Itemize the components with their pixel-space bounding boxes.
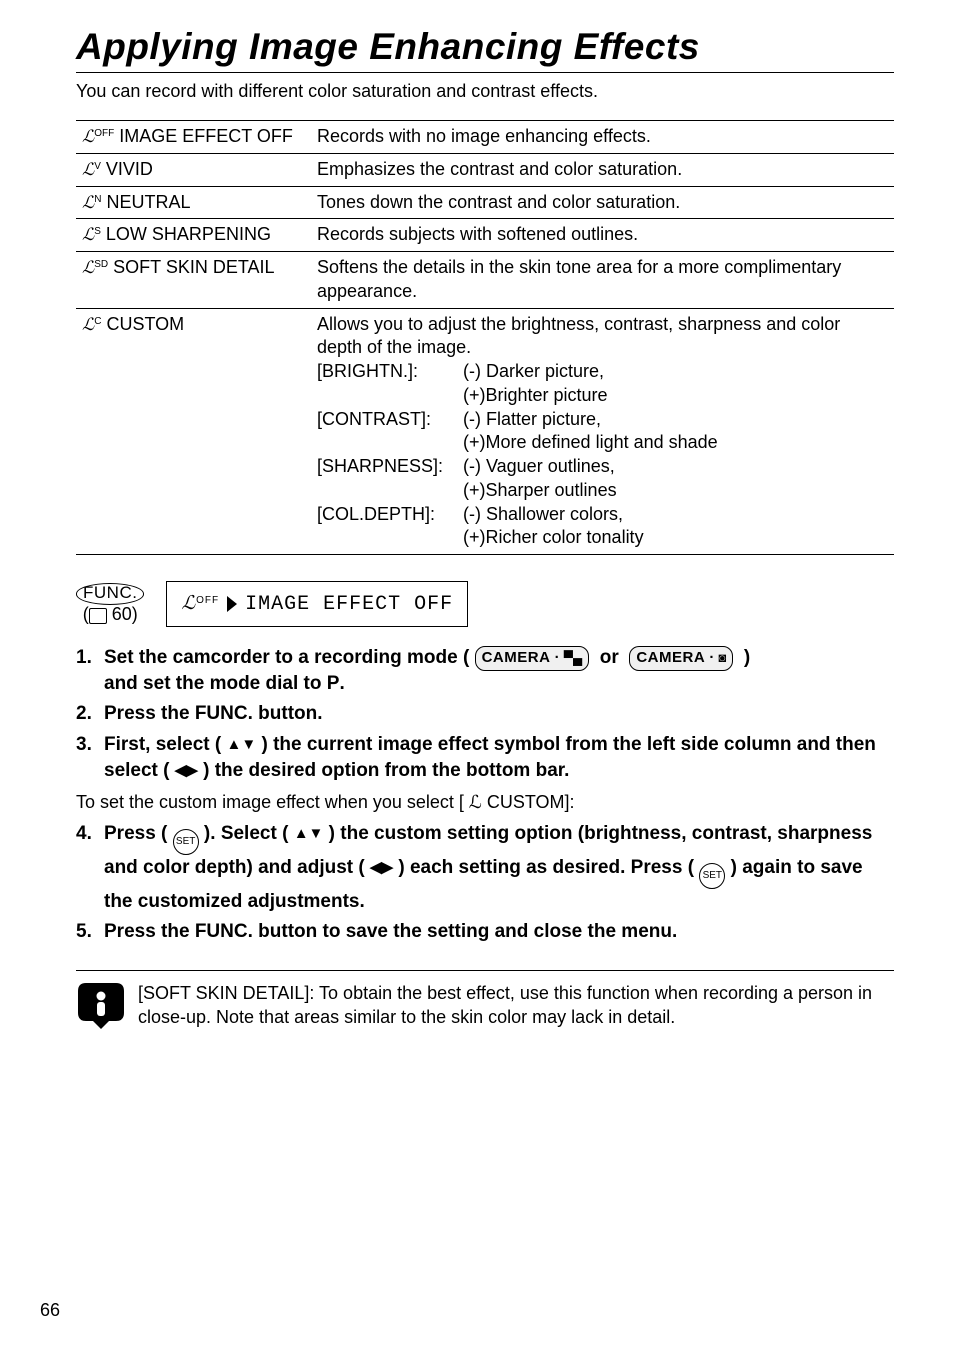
triangle-right-icon xyxy=(227,596,237,612)
func-reference-row: FUNC. ( 60) ℒOFF IMAGE EFFECT OFF xyxy=(76,581,894,627)
func-page: 60 xyxy=(112,604,132,624)
camera-still-pill: CAMERA · ◙ xyxy=(629,646,733,671)
table-row: ℒSD SOFT SKIN DETAILSoftens the details … xyxy=(76,252,894,309)
off-sup: OFF xyxy=(196,595,219,606)
still-camera-icon: ◙ xyxy=(719,650,727,665)
intro-text: You can record with different color satu… xyxy=(76,81,894,102)
func-oval: FUNC. xyxy=(76,583,144,605)
custom-intro: To set the custom image effect when you … xyxy=(76,792,894,813)
s4d: ) each setting as desired. Press ( xyxy=(393,857,699,878)
pill-cam-2: CAMERA xyxy=(636,649,705,666)
left-right-arrows-icon-2: ◀▶ xyxy=(370,858,393,879)
set-circle-icon-2: SET xyxy=(699,863,725,889)
table-row: ℒC CUSTOMAllows you to adjust the bright… xyxy=(76,308,894,555)
pill-cam-1: CAMERA xyxy=(482,649,551,666)
step-3: First, select ( ▲▼ ) the current image e… xyxy=(76,732,894,784)
effect-name-cell: ℒOFF IMAGE EFFECT OFF xyxy=(76,121,311,154)
step-1: Set the camcorder to a recording mode ( … xyxy=(76,645,894,697)
step1-b: and set the mode dial to xyxy=(104,673,327,694)
step3-a: First, select ( xyxy=(104,734,227,755)
effect-desc-cell: Records subjects with softened outlines. xyxy=(311,219,894,252)
effect-name-cell: ℒS LOW SHARPENING xyxy=(76,219,311,252)
up-down-arrows-icon: ▲▼ xyxy=(227,735,257,756)
effect-desc-cell: Allows you to adjust the brightness, con… xyxy=(311,308,894,555)
effect-name-cell: ℒC CUSTOM xyxy=(76,308,311,555)
step1-a: Set the camcorder to a recording mode ( xyxy=(104,647,469,668)
s4a: Press ( xyxy=(104,823,173,844)
caution-text: [SOFT SKIN DETAIL]: To obtain the best e… xyxy=(138,981,894,1030)
effect-desc-cell: Emphasizes the contrast and color satura… xyxy=(311,153,894,186)
table-row: ℒN NEUTRALTones down the contrast and co… xyxy=(76,186,894,219)
effect-name-cell: ℒSD SOFT SKIN DETAIL xyxy=(76,252,311,309)
func-box: ℒOFF IMAGE EFFECT OFF xyxy=(166,581,468,627)
video-camera-icon: ▀▄ xyxy=(564,650,582,665)
effect-name-cell: ℒV VIVID xyxy=(76,153,311,186)
step-2: Press the FUNC. button. xyxy=(76,701,894,727)
period-1: . xyxy=(339,673,344,694)
effect-desc-cell: Softens the details in the skin tone are… xyxy=(311,252,894,309)
func-box-text: IMAGE EFFECT OFF xyxy=(245,593,453,616)
step3-c: ) the desired option from the bottom bar… xyxy=(198,760,570,781)
table-row: ℒOFF IMAGE EFFECT OFFRecords with no ima… xyxy=(76,121,894,154)
step-5: Press the FUNC. button to save the setti… xyxy=(76,919,894,945)
table-row: ℒV VIVIDEmphasizes the contrast and colo… xyxy=(76,153,894,186)
caution-row: [SOFT SKIN DETAIL]: To obtain the best e… xyxy=(76,970,894,1030)
table-row: ℒS LOW SHARPENINGRecords subjects with s… xyxy=(76,219,894,252)
steps-list: Set the camcorder to a recording mode ( … xyxy=(76,645,894,784)
func-left: FUNC. ( 60) xyxy=(76,583,144,624)
title-rule xyxy=(76,72,894,73)
page-title: Applying Image Enhancing Effects xyxy=(76,26,894,68)
book-icon xyxy=(89,608,107,622)
up-down-arrows-icon-2: ▲▼ xyxy=(294,824,324,845)
effect-desc-cell: Tones down the contrast and color satura… xyxy=(311,186,894,219)
effect-name-cell: ℒN NEUTRAL xyxy=(76,186,311,219)
set-circle-icon: SET xyxy=(173,829,199,855)
s4b: ). Select ( xyxy=(199,823,294,844)
step-4: Press ( SET ). Select ( ▲▼ ) the custom … xyxy=(76,821,894,915)
caution-icon xyxy=(76,981,126,1029)
effects-table: ℒOFF IMAGE EFFECT OFFRecords with no ima… xyxy=(76,120,894,555)
steps-list-b: Press ( SET ). Select ( ▲▼ ) the custom … xyxy=(76,821,894,945)
effect-desc-cell: Records with no image enhancing effects. xyxy=(311,121,894,154)
page-number: 66 xyxy=(40,1300,60,1321)
or-text: or xyxy=(600,647,619,668)
left-right-arrows-icon: ◀▶ xyxy=(175,761,198,782)
off-glyph-wrap: ℒOFF xyxy=(181,592,219,616)
camera-video-pill: CAMERA · ▀▄ xyxy=(475,646,590,671)
p-glyph: P xyxy=(327,673,340,694)
